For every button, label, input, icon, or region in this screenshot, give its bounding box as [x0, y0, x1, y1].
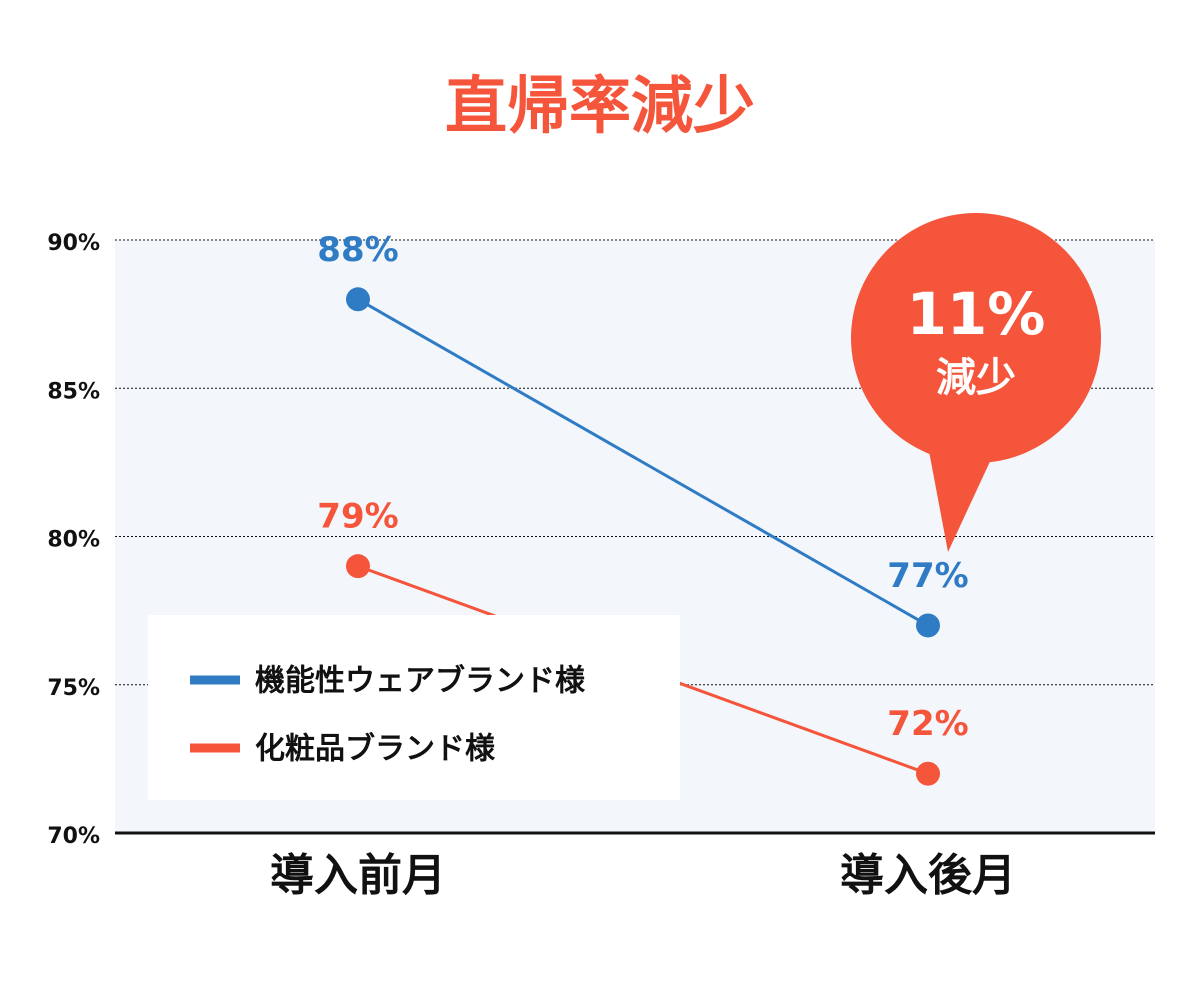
callout-bubble: [851, 213, 1101, 463]
y-tick-label: 75%: [47, 676, 100, 701]
callout-text: 減少: [936, 355, 1016, 401]
data-label: 77%: [887, 556, 968, 596]
data-point: [916, 613, 940, 638]
data-point: [346, 287, 370, 312]
chart-title: 直帰率減少: [445, 69, 755, 142]
y-tick-label: 85%: [47, 379, 100, 404]
legend-label: 化粧品ブランド様: [255, 732, 496, 767]
data-label: 88%: [317, 230, 398, 270]
legend-box: [148, 615, 680, 800]
data-label: 72%: [887, 704, 968, 744]
x-tick-label: 導入前月: [270, 850, 446, 901]
data-point: [916, 761, 940, 786]
x-tick-label: 導入後月: [840, 850, 1016, 901]
callout-value: 11%: [907, 280, 1046, 348]
y-tick-label: 90%: [47, 231, 100, 256]
legend-label: 機能性ウェアブランド様: [255, 664, 586, 699]
data-point: [346, 554, 370, 579]
y-tick-label: 80%: [47, 528, 100, 553]
y-tick-label: 70%: [47, 824, 100, 849]
series-line: [357, 297, 929, 627]
data-label: 79%: [317, 497, 398, 537]
